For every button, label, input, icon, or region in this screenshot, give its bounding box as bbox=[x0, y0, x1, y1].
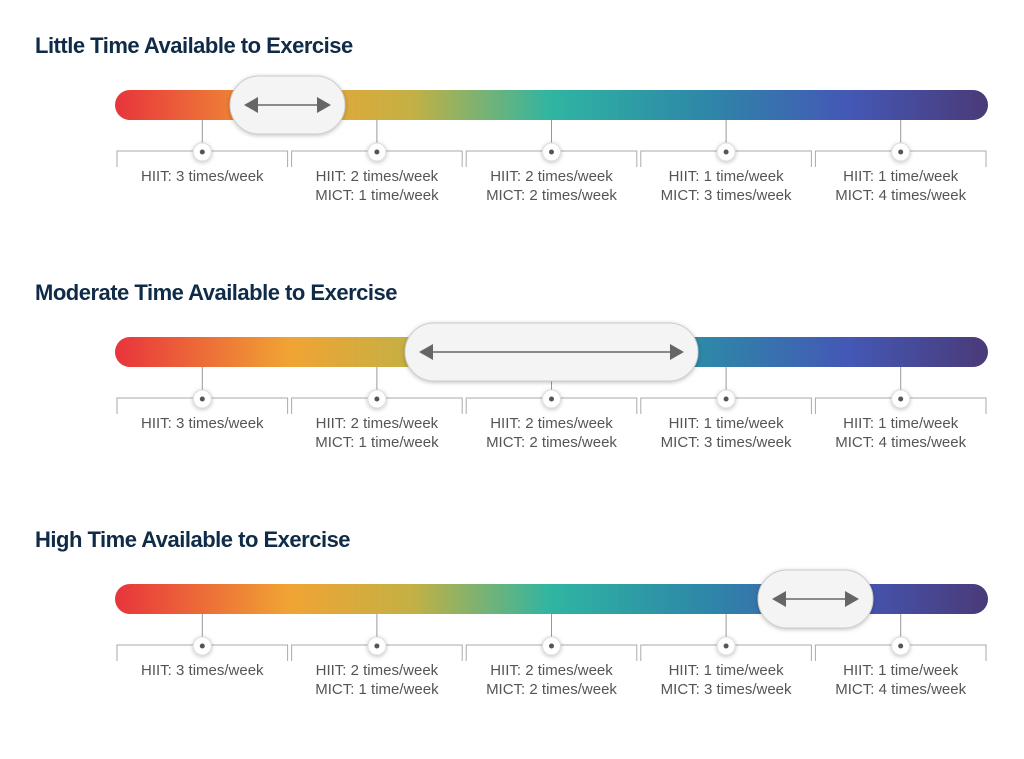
marker-dot bbox=[723, 149, 729, 155]
marker-dot bbox=[549, 149, 554, 155]
option-label: HIIT: 3 times/week bbox=[141, 415, 264, 432]
option-label: MICT: 1 time/week bbox=[315, 187, 439, 204]
marker-dot bbox=[898, 643, 904, 649]
marker-dot bbox=[199, 396, 205, 402]
option-label: MICT: 4 times/week bbox=[835, 434, 966, 451]
marker-dot bbox=[898, 396, 904, 402]
option-label: MICT: 2 times/week bbox=[486, 187, 617, 204]
option-label: MICT: 2 times/week bbox=[486, 681, 617, 698]
marker-dot bbox=[549, 643, 554, 649]
option-label: MICT: 4 times/week bbox=[835, 187, 966, 204]
handle-arrow-right bbox=[845, 591, 859, 607]
option-label: MICT: 3 times/week bbox=[661, 187, 792, 204]
option-label: HIIT: 2 times/week bbox=[490, 415, 613, 432]
handle-arrow-left bbox=[772, 591, 786, 607]
option-label: MICT: 3 times/week bbox=[661, 434, 792, 451]
option-label: HIIT: 1 time/week bbox=[843, 415, 959, 432]
section-title: Little Time Available to Exercise bbox=[35, 33, 353, 58]
option-label: MICT: 1 time/week bbox=[315, 434, 439, 451]
option-label: HIIT: 2 times/week bbox=[316, 415, 439, 432]
handle-arrow-right bbox=[670, 344, 684, 360]
option-label: HIIT: 2 times/week bbox=[490, 662, 613, 679]
option-label: HIIT: 2 times/week bbox=[316, 662, 439, 679]
option-label: HIIT: 1 time/week bbox=[669, 662, 785, 679]
option-label: HIIT: 3 times/week bbox=[141, 662, 264, 679]
option-label: MICT: 4 times/week bbox=[835, 681, 966, 698]
option-label: HIIT: 1 time/week bbox=[843, 662, 959, 679]
marker-dot bbox=[199, 643, 205, 649]
marker-dot bbox=[898, 149, 904, 155]
option-label: MICT: 3 times/week bbox=[661, 681, 792, 698]
section-title: Moderate Time Available to Exercise bbox=[35, 280, 397, 305]
option-label: HIIT: 3 times/week bbox=[141, 168, 264, 185]
option-label: HIIT: 2 times/week bbox=[490, 168, 613, 185]
section: Moderate Time Available to Exercise HIIT:… bbox=[35, 280, 988, 451]
option-label: MICT: 2 times/week bbox=[486, 434, 617, 451]
marker-dot bbox=[199, 149, 205, 155]
option-label: HIIT: 1 time/week bbox=[669, 415, 785, 432]
option-label: HIIT: 2 times/week bbox=[316, 168, 439, 185]
marker-dot bbox=[723, 396, 729, 402]
marker-dot bbox=[374, 396, 380, 402]
option-label: HIIT: 1 time/week bbox=[843, 168, 959, 185]
marker-dot bbox=[549, 396, 554, 402]
section: High Time Available to Exercise HIIT: 3 t… bbox=[35, 527, 988, 698]
section: Little Time Available to Exercise HIIT: 3… bbox=[35, 33, 988, 204]
marker-dot bbox=[374, 149, 380, 155]
option-label: MICT: 1 time/week bbox=[315, 681, 439, 698]
handle-arrow-left bbox=[419, 344, 433, 360]
option-label: HIIT: 1 time/week bbox=[669, 168, 785, 185]
marker-dot bbox=[374, 643, 380, 649]
handle-arrow-left bbox=[244, 97, 258, 113]
section-title: High Time Available to Exercise bbox=[35, 527, 350, 552]
handle-arrow-right bbox=[317, 97, 331, 113]
marker-dot bbox=[723, 643, 729, 649]
